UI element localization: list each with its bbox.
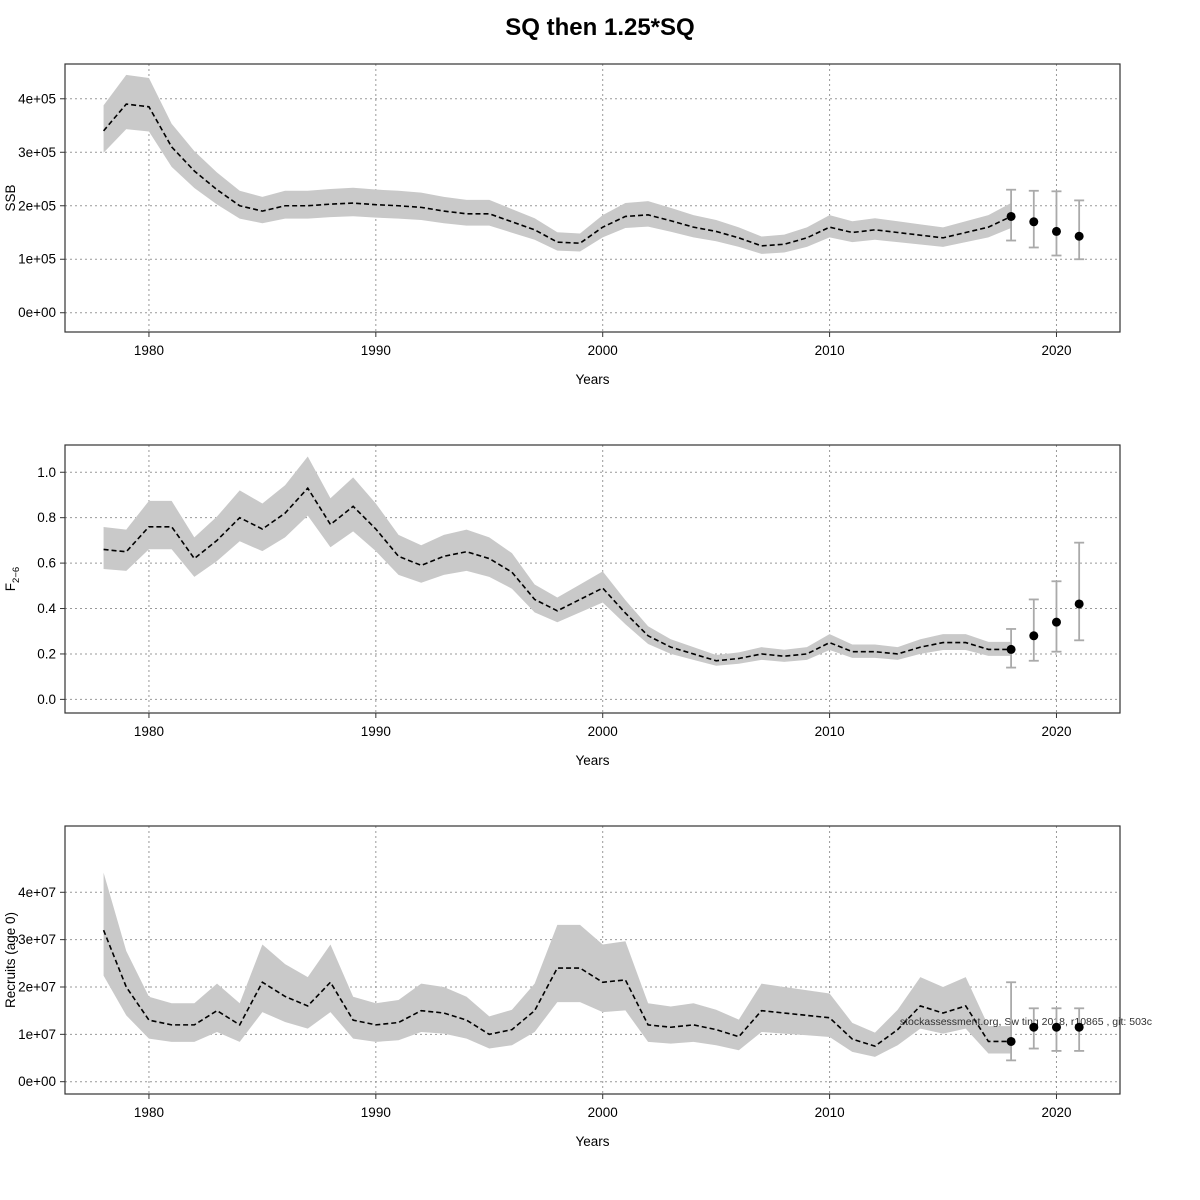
estimate-line <box>102 929 1012 1048</box>
y-tick-label: 0e+00 <box>18 1074 56 1089</box>
recruits-chart: 1980 1990 2000 2010 2020 0e+00 1e+07 2e+07 3e+07… <box>3 825 1152 1149</box>
y-axis-title: F2−6 <box>3 567 22 591</box>
y-tick-label: 0.8 <box>37 510 56 525</box>
forecast-point <box>1006 1036 1016 1046</box>
y-axis-title: Recruits (age 0) <box>3 912 18 1008</box>
forecast-point <box>1074 231 1084 241</box>
forecast-point <box>1029 217 1039 227</box>
y-tick-label: 2e+05 <box>18 198 56 213</box>
forecast-point <box>1074 599 1084 609</box>
y-axis-title: SSB <box>3 184 18 211</box>
x-tick-label: 2010 <box>815 343 845 358</box>
forecast-point <box>1051 226 1061 236</box>
ssb-chart: 1980 1990 2000 2010 2020 0e+00 1e+05 2e+05 3e+05… <box>3 63 1121 387</box>
estimate-line <box>103 486 1012 662</box>
x-axis-title: Years <box>575 372 609 387</box>
y-tick-label: 3e+07 <box>18 932 56 947</box>
y-tick-label: 1e+07 <box>18 1027 56 1042</box>
x-tick-label: 2000 <box>588 1105 618 1120</box>
plot-border <box>64 63 1121 333</box>
forecast-point <box>1074 1022 1084 1032</box>
fbar-chart: 1980 1990 2000 2010 2020 0.0 0.2 0.4 0.6 0.8 1.0 Ye… <box>3 444 1121 768</box>
x-tick-label: 2020 <box>1041 724 1071 739</box>
watermark-text: stockassessment.org, Sw ting 2018, r1086… <box>900 1016 1152 1028</box>
x-tick-label: 1990 <box>361 343 391 358</box>
forecast-point <box>1051 617 1061 627</box>
x-axis-title: Years <box>575 1134 609 1149</box>
forecast-point <box>1029 1022 1039 1032</box>
y-tick-label: 4e+05 <box>18 91 56 106</box>
plot-border <box>64 444 1121 714</box>
x-tick-label: 2000 <box>588 343 618 358</box>
y-tick-label: 3e+05 <box>18 145 56 160</box>
forecast-point <box>1029 631 1039 641</box>
confidence-band <box>103 74 1012 254</box>
x-tick-label: 1990 <box>361 724 391 739</box>
figure-title: SQ then 1.25*SQ <box>505 14 695 41</box>
y-tick-label: 2e+07 <box>18 979 56 994</box>
x-axis-title: Years <box>575 753 609 768</box>
y-tick-label: 0.2 <box>37 646 56 661</box>
x-tick-label: 2010 <box>815 724 845 739</box>
x-tick-label: 2010 <box>815 1105 845 1120</box>
x-tick-label: 1990 <box>361 1105 391 1120</box>
estimate-line <box>102 103 1012 247</box>
recruits-panel: 1980 1990 2000 2010 2020 0e+00 1e+07 2e+07 3e+07… <box>0 818 1200 1199</box>
y-tick-label: 0.4 <box>37 601 56 616</box>
y-tick-label: 1.0 <box>37 465 56 480</box>
x-tick-label: 1980 <box>134 343 164 358</box>
x-tick-label: 2020 <box>1041 1105 1071 1120</box>
forecast-point <box>1051 1022 1061 1032</box>
confidence-band <box>103 872 1012 1057</box>
confidence-band <box>103 456 1012 666</box>
forecast-point <box>1006 644 1016 654</box>
y-tick-label: 0.6 <box>37 556 56 571</box>
x-tick-label: 1980 <box>134 1105 164 1120</box>
x-tick-label: 2020 <box>1041 343 1071 358</box>
y-tick-label: 1e+05 <box>18 252 56 267</box>
ssb-panel: 1980 1990 2000 2010 2020 0e+00 1e+05 2e+05 3e+05… <box>0 56 1200 437</box>
y-tick-label: 4e+07 <box>18 885 56 900</box>
y-tick-label: 0e+00 <box>18 305 56 320</box>
x-tick-label: 2000 <box>588 724 618 739</box>
forecast-point <box>1006 211 1016 221</box>
plot-border <box>64 825 1121 1095</box>
y-tick-label: 0.0 <box>37 692 56 707</box>
fbar-panel: 1980 1990 2000 2010 2020 0.0 0.2 0.4 0.6 0.8 1.0 Ye… <box>0 437 1200 818</box>
x-tick-label: 1980 <box>134 724 164 739</box>
